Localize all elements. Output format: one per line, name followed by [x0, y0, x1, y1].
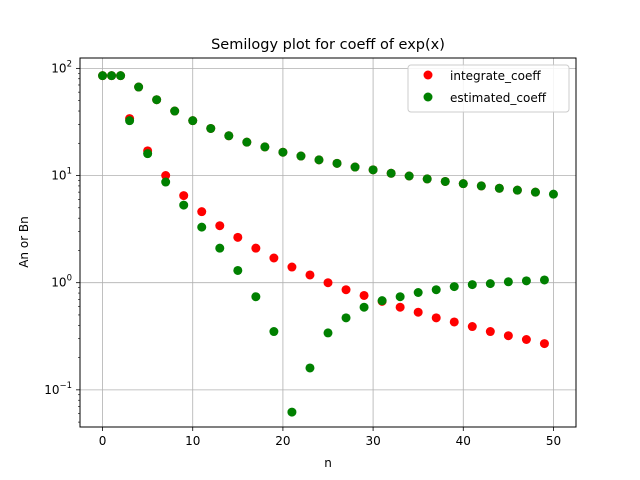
point-estimated-coeff	[431, 285, 441, 295]
plot-frame	[79, 57, 577, 428]
point-estimated-coeff	[476, 181, 486, 191]
point-integrate-coeff	[251, 243, 261, 253]
point-estimated-coeff	[215, 243, 225, 253]
point-estimated-coeff	[170, 106, 180, 116]
point-estimated-coeff	[260, 142, 270, 152]
point-integrate-coeff	[485, 327, 495, 337]
point-estimated-coeff	[98, 71, 108, 81]
point-estimated-coeff	[152, 95, 162, 105]
point-integrate-coeff	[521, 334, 531, 344]
point-integrate-coeff	[215, 221, 225, 231]
point-estimated-coeff	[503, 277, 513, 287]
x-tick-label: 40	[456, 434, 471, 448]
legend-label-estimated-coeff: estimated_coeff	[450, 91, 547, 105]
point-estimated-coeff	[107, 71, 117, 81]
point-estimated-coeff	[251, 292, 261, 302]
point-integrate-coeff	[467, 322, 477, 332]
point-estimated-coeff	[440, 176, 450, 186]
point-integrate-coeff	[341, 285, 351, 295]
x-tick-label: 30	[365, 434, 380, 448]
x-axis-label: n	[324, 456, 332, 470]
legend-label-integrate-coeff: integrate_coeff	[450, 69, 541, 83]
point-estimated-coeff	[377, 296, 387, 306]
legend-marker-estimated-coeff	[423, 92, 433, 102]
point-estimated-coeff	[314, 155, 324, 165]
point-estimated-coeff	[485, 279, 495, 289]
point-estimated-coeff	[494, 183, 504, 193]
point-estimated-coeff	[242, 137, 252, 147]
point-integrate-coeff	[305, 270, 315, 280]
y-tick-label: 101	[51, 167, 72, 183]
point-estimated-coeff	[287, 407, 297, 417]
point-estimated-coeff	[197, 222, 207, 232]
point-estimated-coeff	[323, 328, 333, 338]
axis-ticks: 0 10 20 30 40 50 10−1 100 101 102	[44, 59, 561, 448]
point-estimated-coeff	[521, 276, 531, 286]
point-estimated-coeff	[539, 275, 549, 285]
point-estimated-coeff	[386, 168, 396, 178]
point-integrate-coeff	[233, 232, 243, 242]
point-estimated-coeff	[332, 158, 342, 168]
point-estimated-coeff	[512, 185, 522, 195]
point-estimated-coeff	[206, 123, 216, 133]
point-estimated-coeff	[359, 302, 369, 312]
point-integrate-coeff	[161, 171, 171, 181]
point-estimated-coeff	[278, 147, 288, 157]
x-tick-label: 0	[99, 434, 107, 448]
x-tick-label: 10	[185, 434, 200, 448]
point-integrate-coeff	[413, 307, 423, 317]
point-estimated-coeff	[143, 149, 153, 159]
point-integrate-coeff	[269, 253, 279, 263]
point-estimated-coeff	[449, 282, 459, 292]
point-estimated-coeff	[179, 200, 189, 210]
point-integrate-coeff	[197, 207, 207, 217]
point-estimated-coeff	[395, 292, 405, 302]
point-integrate-coeff	[431, 313, 441, 323]
point-estimated-coeff	[269, 327, 279, 337]
chart-title: Semilogy plot for coeff of exp(x)	[211, 37, 445, 53]
x-tick-label: 20	[275, 434, 290, 448]
legend-box	[407, 64, 570, 113]
point-estimated-coeff	[296, 151, 306, 161]
point-estimated-coeff	[305, 363, 315, 373]
x-tick-label: 50	[546, 434, 561, 448]
point-estimated-coeff	[467, 280, 477, 290]
y-tick-label: 100	[51, 274, 72, 290]
y-tick-label: 102	[51, 59, 72, 75]
point-estimated-coeff	[125, 116, 135, 126]
legend-marker-integrate-coeff	[423, 70, 433, 80]
point-estimated-coeff	[404, 171, 414, 181]
point-estimated-coeff	[458, 179, 468, 189]
point-estimated-coeff	[134, 82, 144, 92]
point-estimated-coeff	[368, 165, 378, 175]
point-estimated-coeff	[188, 116, 198, 126]
point-integrate-coeff	[179, 191, 189, 201]
point-estimated-coeff	[341, 313, 351, 323]
point-integrate-coeff	[449, 317, 459, 327]
y-axis-label: An or Bn	[17, 216, 31, 268]
data-points	[98, 71, 558, 417]
legend: integrate_coeff estimated_coeff	[407, 64, 570, 113]
y-tick-label: 10−1	[44, 381, 72, 397]
point-integrate-coeff	[323, 278, 333, 288]
point-estimated-coeff	[413, 287, 423, 297]
point-estimated-coeff	[161, 177, 171, 187]
point-estimated-coeff	[116, 71, 126, 81]
point-estimated-coeff	[350, 162, 360, 172]
point-estimated-coeff	[224, 131, 234, 141]
point-integrate-coeff	[503, 331, 513, 341]
point-integrate-coeff	[359, 290, 369, 300]
point-integrate-coeff	[539, 339, 549, 349]
point-estimated-coeff	[548, 189, 558, 199]
point-estimated-coeff	[422, 174, 432, 184]
point-integrate-coeff	[287, 262, 297, 272]
point-estimated-coeff	[530, 187, 540, 197]
point-integrate-coeff	[395, 302, 405, 312]
point-estimated-coeff	[233, 265, 243, 275]
